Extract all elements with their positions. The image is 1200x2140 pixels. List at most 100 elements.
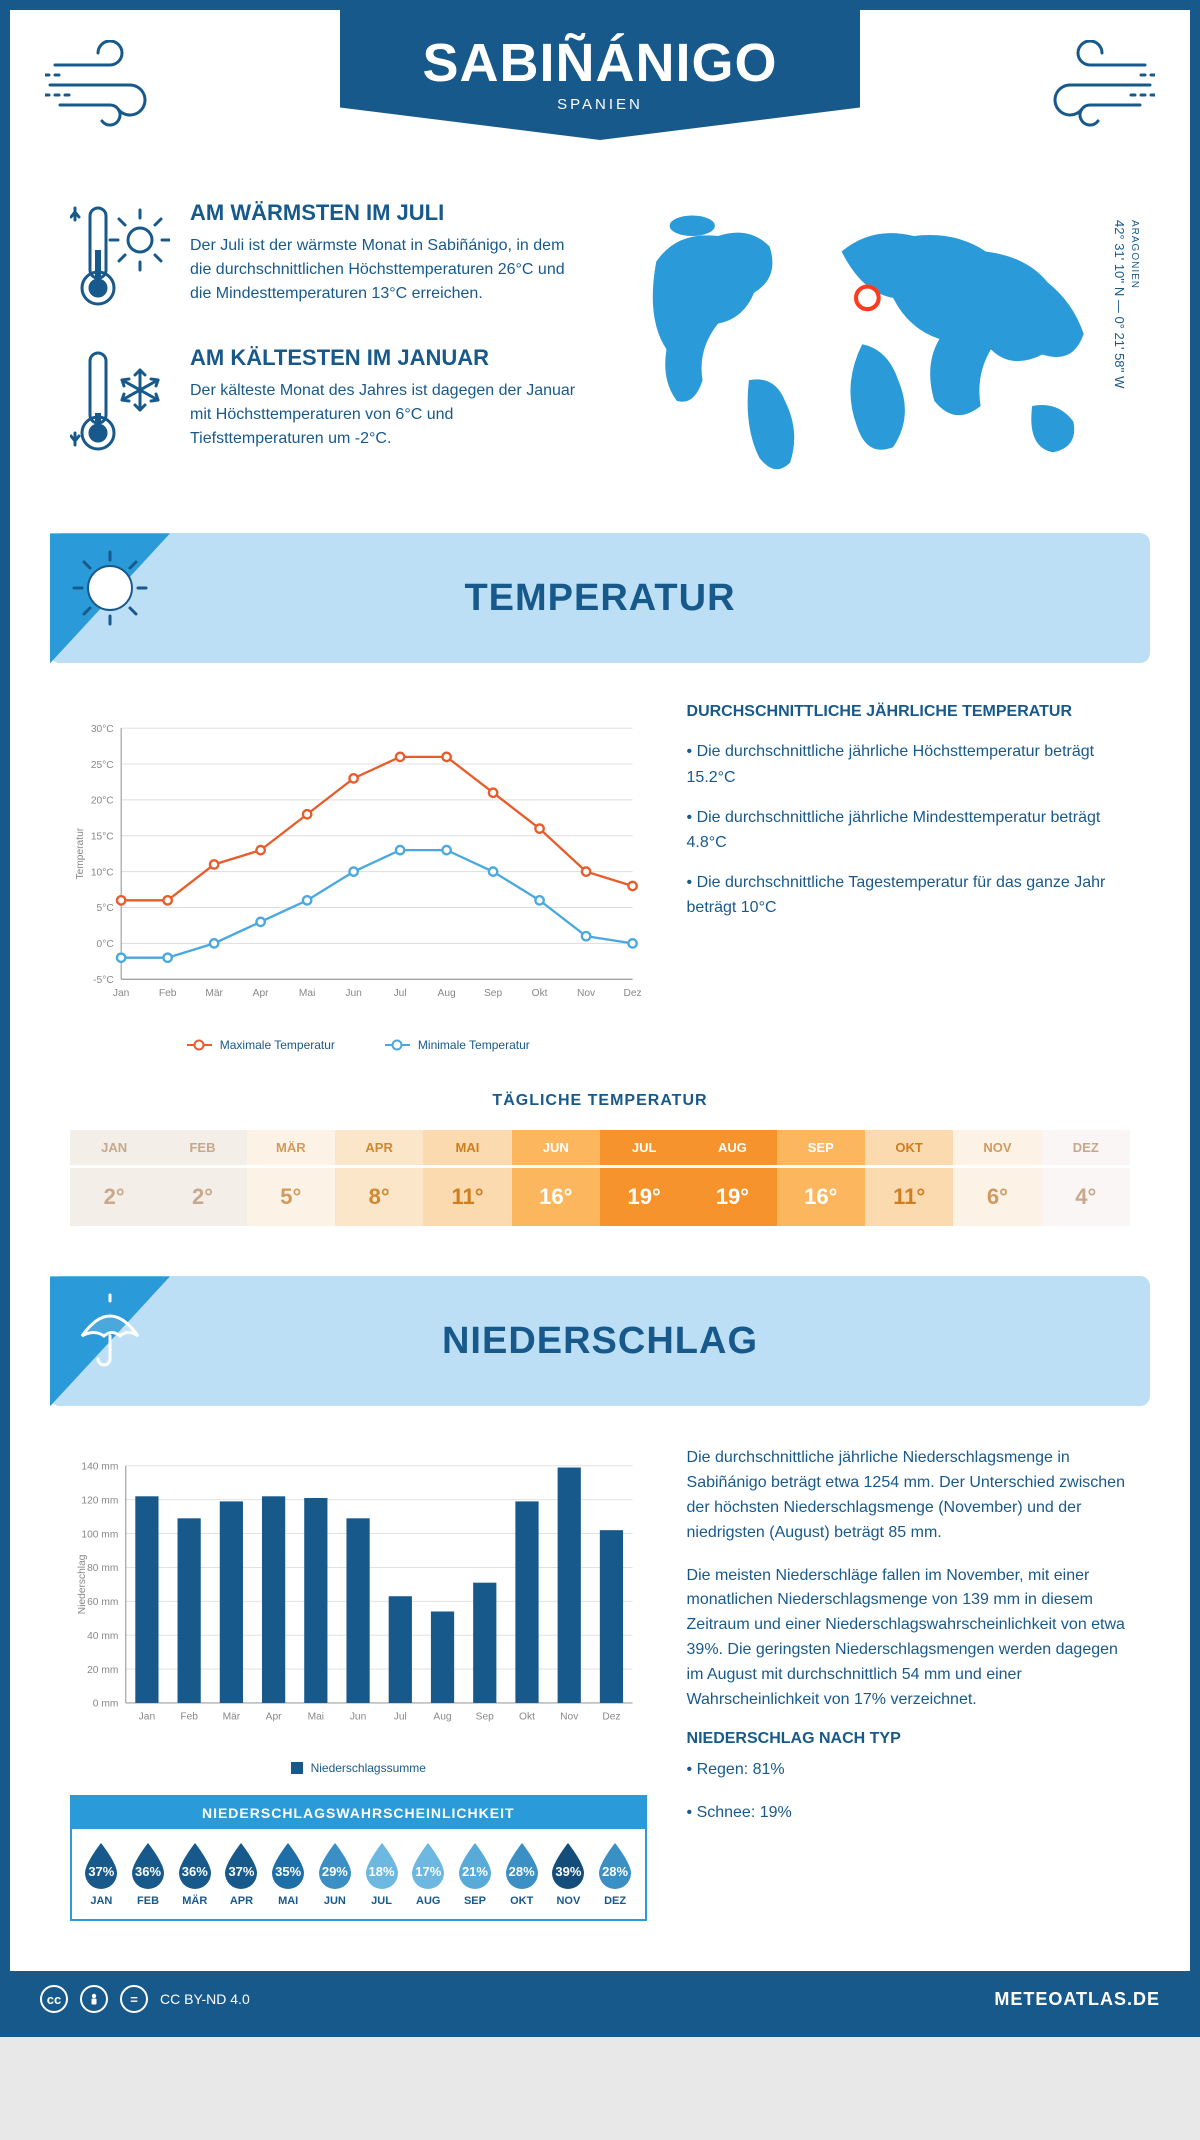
- temperature-chart: -5°C0°C5°C10°C15°C20°C25°C30°CJanFebMärA…: [70, 703, 647, 1052]
- svg-text:120 mm: 120 mm: [81, 1496, 118, 1507]
- facts-column: AM WÄRMSTEN IM JULI Der Juli ist der wär…: [70, 200, 585, 493]
- svg-text:-5°C: -5°C: [93, 975, 114, 986]
- temp-cell: JUL 19°: [600, 1130, 688, 1226]
- svg-text:10°C: 10°C: [91, 868, 114, 879]
- precip-legend-label: Niederschlagssumme: [311, 1761, 426, 1775]
- map-column: ARAGONIEN 42° 31' 10'' N — 0° 21' 58'' W: [615, 200, 1130, 493]
- svg-text:30°C: 30°C: [91, 724, 114, 735]
- prob-cell: 17% AUG: [405, 1841, 452, 1907]
- prob-cell: 37% JAN: [78, 1841, 125, 1907]
- wind-icon: [45, 40, 185, 135]
- fact-cold-title: AM KÄLTESTEN IM JANUAR: [190, 345, 585, 371]
- svg-text:20°C: 20°C: [91, 796, 114, 807]
- license-text: CC BY-ND 4.0: [160, 1991, 250, 2007]
- coordinates: ARAGONIEN 42° 31' 10'' N — 0° 21' 58'' W: [1112, 220, 1142, 388]
- svg-text:Dez: Dez: [623, 988, 641, 999]
- svg-text:Sep: Sep: [476, 1712, 494, 1723]
- prob-cell: 35% MAI: [265, 1841, 312, 1907]
- precipitation-banner: NIEDERSCHLAG: [50, 1276, 1150, 1406]
- prob-cell: 37% APR: [218, 1841, 265, 1907]
- footer-license: cc = CC BY-ND 4.0: [40, 1985, 250, 2013]
- daily-temp-grid: JAN 2° FEB 2° MÄR 5° APR 8° MAI 11° JUN …: [70, 1130, 1130, 1226]
- country-subtitle: SPANIEN: [340, 96, 860, 113]
- precipitation-legend: Niederschlagssumme: [70, 1761, 647, 1775]
- svg-text:60 mm: 60 mm: [87, 1597, 118, 1608]
- svg-text:Dez: Dez: [602, 1712, 620, 1723]
- temperature-heading: TEMPERATUR: [464, 577, 735, 620]
- temp-cell: APR 8°: [335, 1130, 423, 1226]
- svg-text:Jul: Jul: [394, 988, 407, 999]
- temp-cell: MÄR 5°: [247, 1130, 335, 1226]
- precipitation-info: Die durchschnittliche jährliche Niedersc…: [687, 1446, 1130, 1921]
- svg-text:Mai: Mai: [299, 988, 315, 999]
- thermometer-cold-icon: [70, 345, 170, 460]
- temp-cell: MAI 11°: [423, 1130, 511, 1226]
- header: SABIÑÁNIGO SPANIEN: [10, 10, 1190, 200]
- svg-text:Apr: Apr: [266, 1712, 282, 1723]
- temp-cell: JAN 2°: [70, 1130, 158, 1226]
- svg-text:Okt: Okt: [519, 1712, 535, 1723]
- precip-probability-box: NIEDERSCHLAGSWAHRSCHEINLICHKEIT 37% JAN …: [70, 1795, 647, 1921]
- precip-type-rain: • Regen: 81%: [687, 1758, 1130, 1783]
- svg-text:Jan: Jan: [113, 988, 130, 999]
- precipitation-heading: NIEDERSCHLAG: [442, 1320, 758, 1363]
- svg-text:5°C: 5°C: [97, 904, 114, 915]
- fact-coldest: AM KÄLTESTEN IM JANUAR Der kälteste Mona…: [70, 345, 585, 460]
- precipitation-left: 0 mm20 mm40 mm60 mm80 mm100 mm120 mm140 …: [70, 1446, 647, 1921]
- prob-cell: 28% DEZ: [592, 1841, 639, 1907]
- city-title: SABIÑÁNIGO: [340, 32, 860, 94]
- svg-text:Jan: Jan: [139, 1712, 156, 1723]
- umbrella-icon: [70, 1291, 150, 1376]
- by-icon: [80, 1985, 108, 2013]
- world-map-icon: [615, 200, 1130, 488]
- temp-cell: SEP 16°: [777, 1130, 865, 1226]
- thermometer-hot-icon: [70, 200, 170, 315]
- temp-cell: FEB 2°: [158, 1130, 246, 1226]
- svg-text:Feb: Feb: [159, 988, 177, 999]
- svg-text:Aug: Aug: [433, 1712, 451, 1723]
- temp-cell: DEZ 4°: [1042, 1130, 1130, 1226]
- svg-text:25°C: 25°C: [91, 760, 114, 771]
- svg-text:Feb: Feb: [180, 1712, 198, 1723]
- footer-site: METEOATLAS.DE: [994, 1989, 1160, 2010]
- temp-cell: JUN 16°: [512, 1130, 600, 1226]
- svg-text:15°C: 15°C: [91, 832, 114, 843]
- prob-cell: 28% OKT: [498, 1841, 545, 1907]
- wind-icon: [1015, 40, 1155, 135]
- precip-type-snow: • Schnee: 19%: [687, 1801, 1130, 1826]
- svg-text:Aug: Aug: [438, 988, 456, 999]
- svg-text:Okt: Okt: [532, 988, 548, 999]
- precip-p1: Die durchschnittliche jährliche Niedersc…: [687, 1446, 1130, 1545]
- temperature-banner: TEMPERATUR: [50, 533, 1150, 663]
- prob-cell: 36% MÄR: [171, 1841, 218, 1907]
- temp-cell: AUG 19°: [688, 1130, 776, 1226]
- nd-icon: =: [120, 1985, 148, 2013]
- svg-text:Jul: Jul: [394, 1712, 407, 1723]
- svg-text:Nov: Nov: [577, 988, 596, 999]
- fact-warm-title: AM WÄRMSTEN IM JULI: [190, 200, 585, 226]
- temp-info-title: DURCHSCHNITTLICHE JÄHRLICHE TEMPERATUR: [687, 703, 1130, 721]
- temperature-info: DURCHSCHNITTLICHE JÄHRLICHE TEMPERATUR •…: [687, 703, 1130, 1052]
- svg-text:Niederschlag: Niederschlag: [77, 1555, 88, 1615]
- precip-type-title: NIEDERSCHLAG NACH TYP: [687, 1730, 1130, 1748]
- fact-warm-text: Der Juli ist der wärmste Monat in Sabiñá…: [190, 234, 585, 306]
- svg-text:Temperatur: Temperatur: [75, 828, 86, 880]
- region-label: ARAGONIEN: [1129, 220, 1140, 289]
- fact-cold-text: Der kälteste Monat des Jahres ist dagege…: [190, 379, 585, 451]
- prob-title: NIEDERSCHLAGSWAHRSCHEINLICHKEIT: [72, 1797, 645, 1829]
- precipitation-section: 0 mm20 mm40 mm60 mm80 mm100 mm120 mm140 …: [10, 1406, 1190, 1941]
- precip-p2: Die meisten Niederschläge fallen im Nove…: [687, 1564, 1130, 1713]
- temperature-section: -5°C0°C5°C10°C15°C20°C25°C30°CJanFebMärA…: [10, 663, 1190, 1072]
- svg-text:20 mm: 20 mm: [87, 1665, 118, 1676]
- sun-icon: [70, 548, 150, 633]
- prob-cell: 39% NOV: [545, 1841, 592, 1907]
- svg-text:40 mm: 40 mm: [87, 1631, 118, 1642]
- prob-cell: 29% JUN: [312, 1841, 359, 1907]
- svg-text:Sep: Sep: [484, 988, 502, 999]
- svg-text:Apr: Apr: [253, 988, 269, 999]
- prob-cell: 18% JUL: [358, 1841, 405, 1907]
- daily-temperature-section: TÄGLICHE TEMPERATUR JAN 2° FEB 2° MÄR 5°…: [10, 1072, 1190, 1276]
- legend-min-label: Minimale Temperatur: [418, 1038, 530, 1052]
- svg-text:Mär: Mär: [223, 1712, 241, 1723]
- page: SABIÑÁNIGO SPANIEN: [0, 0, 1200, 2037]
